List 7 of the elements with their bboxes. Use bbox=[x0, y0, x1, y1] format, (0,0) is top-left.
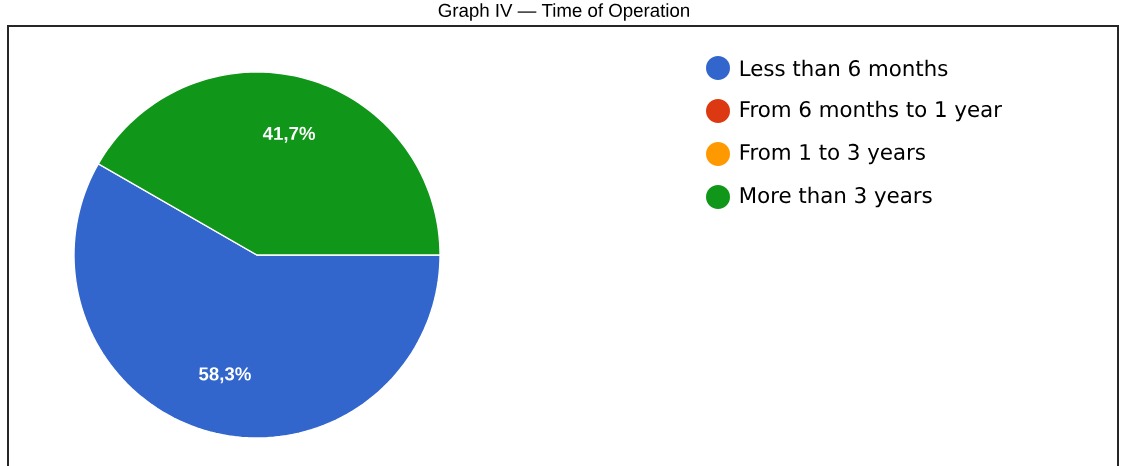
legend-label: From 6 months to 1 year bbox=[740, 100, 1002, 122]
legend-label: From 1 to 3 years bbox=[740, 143, 925, 165]
data-label: 58,3% bbox=[199, 367, 251, 384]
data-label: 41,7% bbox=[262, 126, 316, 143]
chart-title: Graph IV — Time of Operation bbox=[438, 3, 690, 21]
legend-label: More than 3 years bbox=[740, 186, 932, 208]
legend-label: Less than 6 months bbox=[740, 59, 948, 77]
